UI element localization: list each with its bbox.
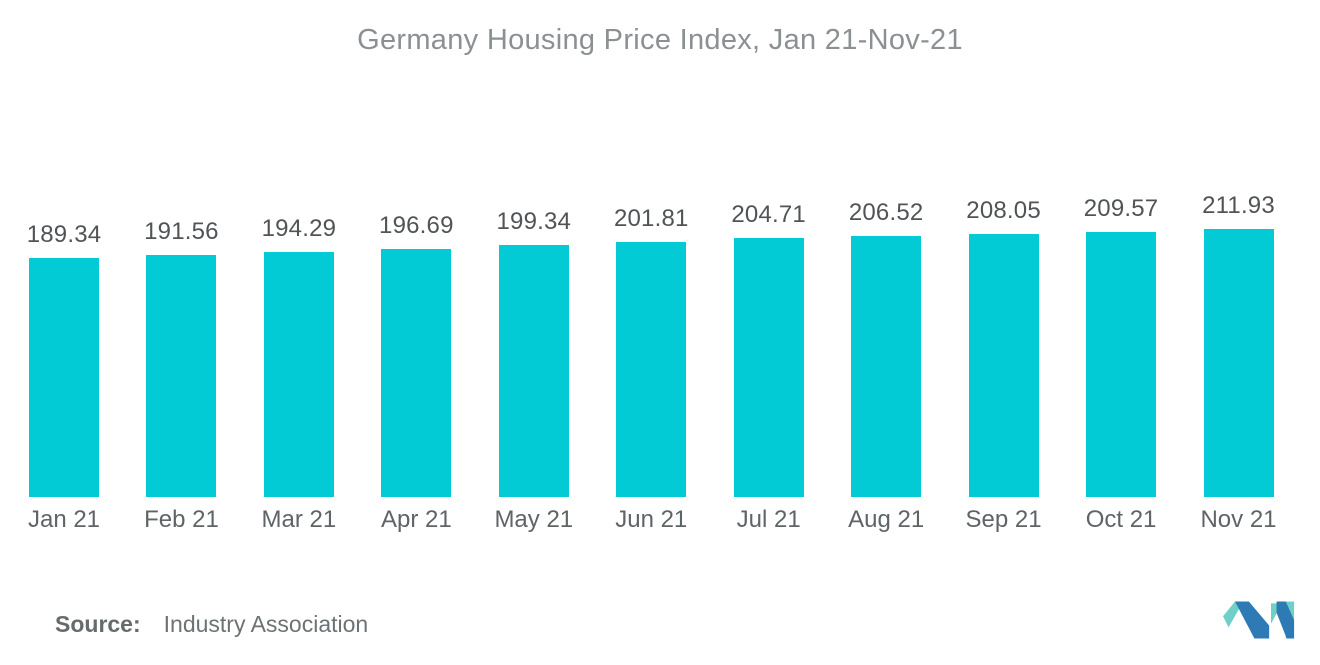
bar-value-label: 189.34 — [26, 221, 102, 248]
source-row: Source: Industry Association — [55, 611, 368, 638]
bar — [263, 252, 334, 497]
logo-right-blue-stroke — [1276, 601, 1295, 639]
bar — [851, 236, 922, 497]
mordor-intelligence-logo — [1223, 601, 1295, 639]
bar-category-label: May 21 — [494, 506, 574, 533]
bar-category-label: Sep 21 — [965, 506, 1042, 533]
bar — [498, 245, 569, 497]
bar — [381, 249, 452, 497]
source-label: Source: — [55, 611, 141, 637]
bar-category-label: Jun 21 — [615, 506, 688, 533]
bar-value-label: 208.05 — [966, 197, 1041, 224]
bar-category-label: Aug 21 — [848, 506, 925, 533]
bar — [968, 234, 1039, 497]
bar — [1203, 229, 1274, 497]
bar-value-label: 211.93 — [1202, 192, 1275, 219]
logo-left-blue-stroke — [1235, 601, 1270, 639]
bar-category-label: Apr 21 — [380, 506, 452, 533]
bar-value-label: 191.56 — [144, 218, 219, 245]
bar-value-label: 194.29 — [261, 215, 337, 242]
bar-value-label: 199.34 — [496, 208, 572, 235]
chart-title: Germany Housing Price Index, Jan 21-Nov-… — [357, 24, 963, 56]
bar-category-label: Nov 21 — [1200, 506, 1277, 533]
bar — [733, 238, 804, 497]
bar-category-label: Oct 21 — [1085, 506, 1157, 533]
bar-category-label: Jan 21 — [27, 506, 101, 533]
bar-category-label: Jul 21 — [736, 506, 801, 533]
logo-left-teal-stroke — [1223, 601, 1244, 628]
bar — [1086, 232, 1157, 497]
bar-category-label: Mar 21 — [261, 506, 337, 533]
bar-value-label: 209.57 — [1083, 195, 1159, 222]
bar-value-label: 206.52 — [848, 199, 924, 226]
bar-value-label: 196.69 — [379, 212, 454, 239]
bar — [29, 258, 99, 497]
bar-category-label: Feb 21 — [144, 506, 219, 533]
bar — [146, 255, 217, 497]
bar-value-label: 204.71 — [731, 201, 806, 228]
bar-value-label: 201.81 — [613, 205, 689, 232]
source-value: Industry Association — [163, 611, 369, 637]
bar — [616, 242, 687, 497]
